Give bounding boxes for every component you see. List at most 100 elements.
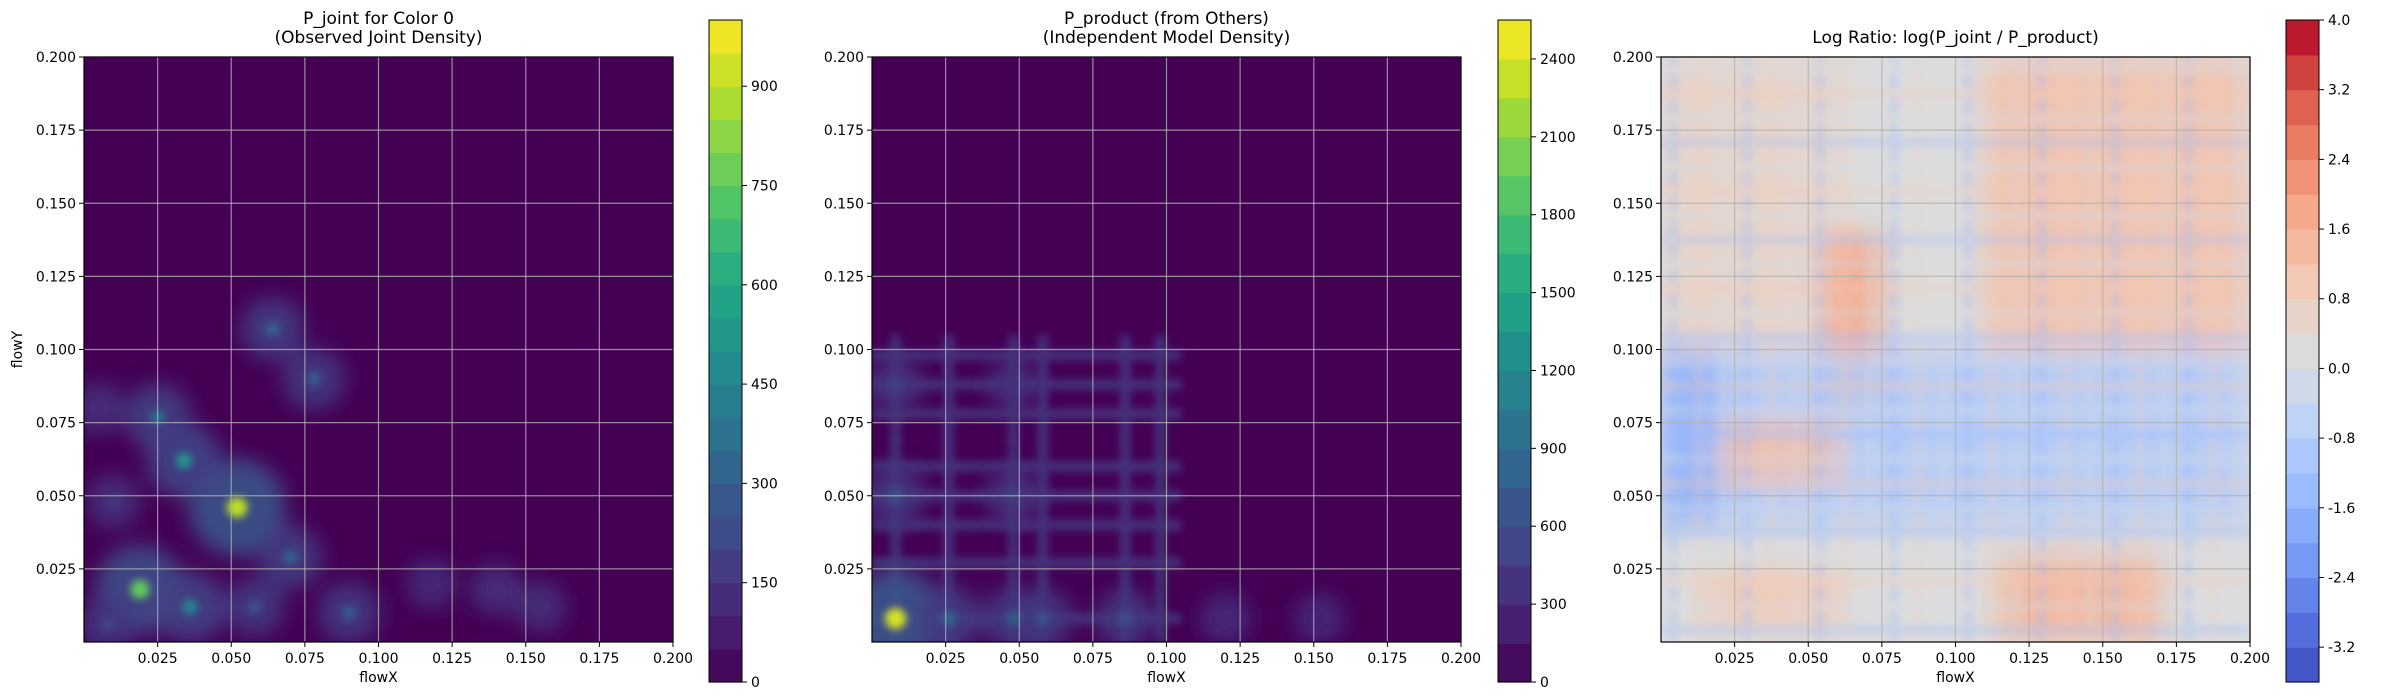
x-tick-label: 0.150 bbox=[1294, 651, 1334, 667]
colorbar-tick-label: 1800 bbox=[1540, 208, 1576, 224]
y-tick-label: 0.100 bbox=[824, 343, 864, 359]
density-peak-13 bbox=[490, 583, 503, 596]
x-tick-label: 0.075 bbox=[1862, 651, 1902, 667]
y-tick-label: 0.050 bbox=[824, 489, 864, 505]
y-axis-label: flowY bbox=[10, 330, 26, 368]
colorbar-level bbox=[2286, 577, 2319, 613]
colorbar-level bbox=[2286, 333, 2319, 370]
density-peak-5 bbox=[1118, 612, 1132, 626]
x-axis-label: flowX bbox=[1936, 670, 1975, 686]
y-tick-label: 0.025 bbox=[1613, 562, 1653, 578]
colorbar-tick-label: 0.8 bbox=[2328, 292, 2350, 308]
x-tick-label: 0.025 bbox=[138, 651, 178, 667]
colorbar-tick-label: 2100 bbox=[1540, 130, 1576, 146]
density-line-x-5 bbox=[1120, 334, 1131, 642]
density-peak-8 bbox=[283, 550, 298, 565]
chart-title: (Observed Joint Density) bbox=[274, 28, 482, 48]
colorbar-level bbox=[2286, 472, 2319, 509]
colorbar-level bbox=[1498, 448, 1531, 488]
colorbar-level bbox=[1498, 20, 1531, 60]
colorbar-level bbox=[2286, 229, 2319, 265]
density-peak-2 bbox=[130, 579, 150, 599]
density-peak-9 bbox=[342, 605, 356, 620]
density-line-x-4 bbox=[1037, 334, 1048, 642]
density-peak-6 bbox=[1219, 613, 1231, 625]
chart-panel-2: 0.025 0.050 0.075 0.100 0.125 0.150 0.175 0.200… bbox=[824, 9, 1576, 691]
colorbar-level bbox=[709, 384, 742, 418]
colorbar-tick-label: 1.6 bbox=[2328, 222, 2350, 238]
colorbar-level bbox=[1498, 409, 1531, 449]
colorbar-level bbox=[1498, 526, 1531, 566]
colorbar-level bbox=[2286, 20, 2319, 56]
density-peak-3 bbox=[176, 452, 193, 469]
colorbar-level bbox=[1498, 604, 1531, 644]
colorbar-level bbox=[2286, 507, 2319, 544]
colorbar-tick-label: -1.6 bbox=[2328, 501, 2355, 517]
density-line-y-5 bbox=[872, 461, 1182, 472]
density-peak-14 bbox=[534, 601, 547, 613]
colorbar-level bbox=[2286, 263, 2319, 300]
colorbar-tick-label: 300 bbox=[1540, 597, 1567, 613]
colorbar-level bbox=[709, 648, 742, 683]
density-line-x-2 bbox=[943, 334, 954, 642]
colorbar-level bbox=[709, 582, 742, 617]
colorbar-level bbox=[1498, 487, 1531, 527]
y-tick-label: 0.025 bbox=[824, 562, 864, 578]
density-peak-12 bbox=[107, 495, 120, 508]
chart-title: P_joint for Color 0 bbox=[303, 9, 454, 29]
x-tick-label: 0.100 bbox=[1146, 651, 1186, 667]
colorbar-level bbox=[709, 53, 742, 87]
colorbar-level bbox=[2286, 368, 2319, 404]
density-line-y-8 bbox=[872, 350, 1182, 361]
colorbar-level bbox=[1498, 214, 1531, 255]
density-peak-11 bbox=[1007, 378, 1020, 391]
density-peak-10 bbox=[248, 600, 262, 614]
density-peak-4 bbox=[1036, 611, 1050, 626]
colorbar-level bbox=[709, 284, 742, 319]
x-tick-label: 0.100 bbox=[1935, 651, 1975, 667]
density-peak-7 bbox=[1314, 613, 1326, 625]
x-tick-label: 0.175 bbox=[579, 651, 619, 667]
colorbar-tick-label: 1500 bbox=[1540, 286, 1576, 302]
colorbar-tick-label: 600 bbox=[751, 278, 778, 294]
density-peak-10 bbox=[889, 378, 902, 391]
colorbar-level bbox=[1498, 643, 1531, 683]
colorbar-tick-label: 2.4 bbox=[2328, 152, 2350, 168]
y-tick-label: 0.100 bbox=[1613, 343, 1653, 359]
y-tick-label: 0.025 bbox=[36, 562, 76, 578]
y-tick-label: 0.125 bbox=[1613, 269, 1653, 285]
colorbar-tick-label: 750 bbox=[751, 179, 778, 195]
colorbar-tick-label: 300 bbox=[751, 476, 778, 492]
colorbar-level bbox=[709, 86, 742, 120]
colorbar-level bbox=[709, 549, 742, 584]
y-tick-label: 0.200 bbox=[36, 50, 76, 66]
x-tick-label: 0.100 bbox=[358, 651, 398, 667]
colorbar-level bbox=[2286, 298, 2319, 335]
density-line-y-3 bbox=[872, 520, 1182, 530]
x-tick-label: 0.200 bbox=[2230, 651, 2270, 667]
colorbar-tick-label: 900 bbox=[1540, 441, 1567, 457]
y-tick-label: 0.050 bbox=[1613, 489, 1653, 505]
colorbar-level bbox=[1498, 97, 1531, 138]
colorbar: -3.2 -2.4 -1.6 -0.8 0.0 0.8 1.6 2.4 3.2 4.0 bbox=[2285, 13, 2355, 683]
colorbar-level bbox=[709, 119, 742, 153]
colorbar-tick-label: 450 bbox=[751, 377, 778, 393]
density-peak-11 bbox=[101, 618, 114, 631]
y-tick-label: 0.175 bbox=[1613, 123, 1653, 139]
colorbar-level bbox=[1498, 331, 1531, 372]
x-tick-label: 0.050 bbox=[1788, 651, 1828, 667]
y-tick-label: 0.175 bbox=[824, 123, 864, 139]
y-tick-label: 0.075 bbox=[1613, 416, 1653, 432]
colorbar-tick-label: 0.0 bbox=[2328, 361, 2350, 377]
colorbar-level bbox=[2286, 54, 2319, 91]
y-tick-label: 0.150 bbox=[36, 196, 76, 212]
density-peak-4 bbox=[182, 599, 198, 615]
x-axis-label: flowX bbox=[1147, 670, 1186, 686]
colorbar-level bbox=[1498, 136, 1531, 177]
x-tick-label: 0.125 bbox=[432, 651, 472, 667]
colorbar-tick-label: 600 bbox=[1540, 519, 1567, 535]
x-tick-label: 0.125 bbox=[2009, 651, 2049, 667]
x-tick-label: 0.200 bbox=[1441, 651, 1481, 667]
y-tick-label: 0.125 bbox=[36, 269, 76, 285]
